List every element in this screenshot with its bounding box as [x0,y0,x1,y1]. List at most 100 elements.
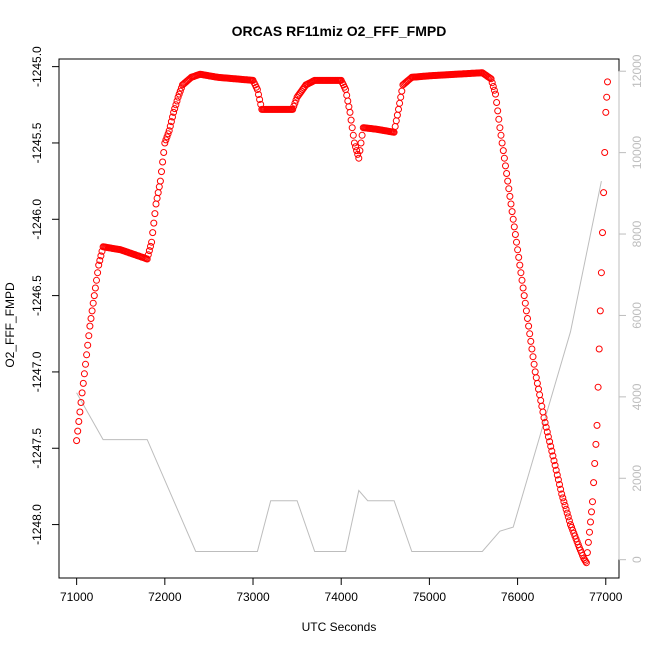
data-point [358,131,366,139]
data-point [256,96,264,103]
data-point [601,149,609,156]
data-point [158,168,165,176]
data-point [83,351,91,359]
data-point [396,99,404,107]
data-point [489,83,497,90]
data-point [597,269,605,277]
data-point [521,299,529,307]
data-point [352,143,359,151]
data-point [78,389,86,397]
data-point [94,269,102,277]
data-point [549,452,557,460]
data-point [76,408,84,416]
data-point [173,97,181,105]
data-point [86,322,94,330]
data-point [398,87,406,95]
x-tick-label: 73000 [236,590,270,604]
data-point [144,251,152,259]
data-point [90,292,98,300]
data-point [503,170,511,177]
secondary-line [76,180,602,552]
data-point [519,284,527,292]
data-point [528,345,536,353]
data-point [516,261,524,269]
data-point [74,427,82,435]
data-point [504,177,512,185]
data-point [82,360,89,368]
data-point [560,498,568,506]
data-point [514,246,522,254]
data-point [588,508,595,516]
data-point [553,471,561,479]
y-tick-label: -1246.5 [30,275,44,316]
data-point [176,87,184,95]
data-point [356,147,364,155]
data-point [289,105,297,113]
data-point [593,421,601,429]
data-point [517,269,525,277]
y2-tick-label: 0 [630,556,644,563]
data-point [541,419,549,426]
data-point [498,139,506,147]
data-point [395,105,402,113]
data-point [495,115,503,123]
data-point [539,408,547,416]
data-point [253,86,261,93]
data-point [349,131,357,139]
x-tick-label: 77000 [589,590,623,604]
data-point [535,385,542,393]
data-point [79,379,87,387]
data-point [87,315,95,322]
data-point [345,103,353,111]
data-point [170,108,178,116]
data-point [584,538,592,546]
data-point [161,139,169,147]
data-point [354,150,362,158]
data-point [582,559,590,567]
x-tick-label: 75000 [413,590,447,604]
data-point [290,102,298,110]
data-point [602,108,610,116]
data-point [80,370,88,378]
data-point [169,113,176,121]
data-point [89,299,97,307]
x-tick-label: 76000 [501,590,535,604]
data-point [542,423,550,431]
data-point [586,528,593,536]
data-point [563,509,571,517]
x-tick-label: 72000 [148,590,182,604]
data-point [487,75,495,83]
x-tick-label: 74000 [325,590,359,604]
data-point [526,330,534,338]
data-point [393,111,401,119]
data-point [152,200,160,208]
data-point [166,122,174,130]
data-point [543,428,551,436]
y2-tick-label: 4000 [630,383,644,410]
data-point [510,223,518,231]
data-point [397,93,405,101]
data-point [91,284,99,292]
data-point [529,353,537,361]
data-point [502,162,509,170]
data-point [492,90,499,98]
data-point [171,105,179,113]
data-point [591,460,599,467]
data-point [530,360,538,368]
data-point [96,257,104,264]
data-point [532,374,540,382]
data-point [165,127,173,135]
data-point [552,466,560,474]
data-point [595,345,603,353]
data-point [357,139,365,147]
y2-tick-label: 12000 [630,54,644,88]
data-point [167,118,175,126]
data-point [493,99,501,106]
data-point [177,84,185,92]
data-point [255,91,262,98]
data-point [490,86,498,94]
y-tick-label: -1248.0 [30,504,44,545]
data-point [556,481,563,488]
